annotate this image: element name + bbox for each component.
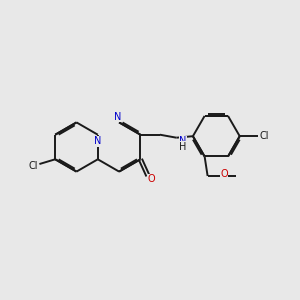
Text: Cl: Cl bbox=[260, 131, 269, 141]
Text: N: N bbox=[114, 112, 121, 122]
Text: O: O bbox=[148, 174, 155, 184]
Text: Cl: Cl bbox=[28, 161, 38, 171]
Text: N: N bbox=[94, 136, 101, 146]
Text: O: O bbox=[220, 169, 228, 179]
Text: H: H bbox=[179, 142, 187, 152]
Text: N: N bbox=[179, 136, 187, 146]
